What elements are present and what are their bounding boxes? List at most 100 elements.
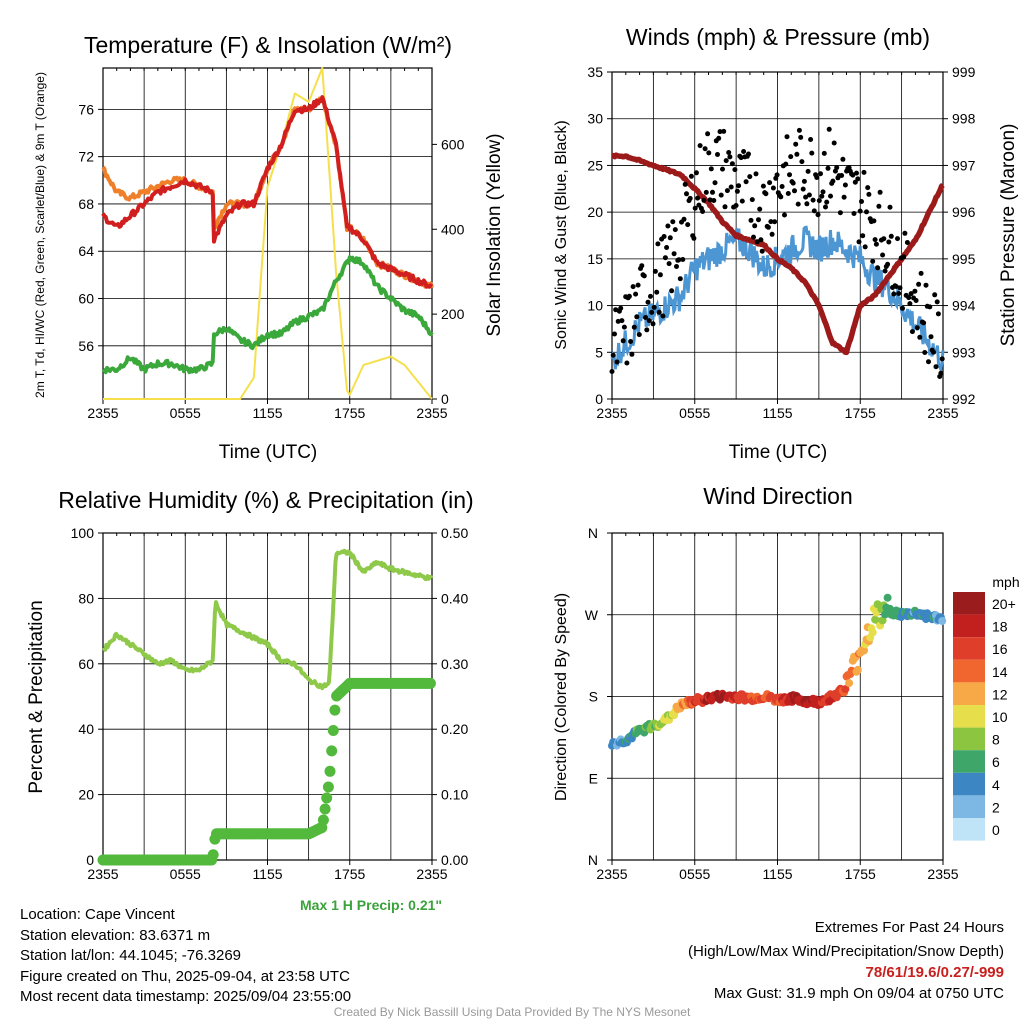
wind-gust-point [729, 161, 735, 167]
wind-ytick-label-right: 993 [952, 344, 976, 360]
rh-precip-point [324, 765, 336, 777]
wind-gust-point [695, 195, 701, 201]
wind-gust-point [830, 178, 836, 184]
wind-gust-point [782, 212, 787, 218]
wind-gust-point [814, 175, 820, 180]
wind-gust-point [644, 327, 650, 333]
wind-ytick-label-right: 998 [952, 111, 976, 127]
station-elevation: Station elevation: 83.6371 m [20, 926, 211, 944]
colorbar-swatch [953, 637, 985, 660]
rh-ytick-label: 0 [86, 852, 94, 868]
wind-gust-point [897, 285, 903, 291]
wind-gust-point [759, 248, 765, 254]
temp-ytick-label: 56 [78, 338, 94, 354]
wind-gust-point [842, 182, 848, 188]
wind-gust-point [746, 151, 751, 157]
dir-xtick-label: 2355 [927, 866, 958, 882]
wind-ytick-label: 25 [587, 157, 603, 173]
wind-gust-point [796, 127, 802, 133]
wind-gust-point [687, 195, 693, 201]
wind-ytick-label-right: 996 [952, 204, 976, 220]
wind-gust-point [816, 198, 822, 204]
wind-gust-point [643, 315, 648, 320]
wind-gust-point [881, 236, 887, 242]
wind-gust-point [741, 149, 747, 154]
wind-ytick-label: 35 [587, 64, 603, 80]
extremes-title: Extremes For Past 24 Hours [814, 919, 1004, 936]
wind-gust-point [875, 265, 881, 271]
wind-gust-point [693, 170, 699, 176]
wind-gust-point [872, 237, 878, 243]
wind-gust-point [840, 156, 846, 162]
wind-gust-point [721, 128, 727, 134]
wind-gust-point [747, 174, 753, 180]
colorbar-swatch [953, 592, 985, 615]
wind-gust-point [665, 223, 671, 229]
colorbar-swatch [953, 727, 985, 751]
wind-gust-point [912, 288, 918, 294]
wind-gust-point [787, 172, 792, 178]
wind-gust-point [680, 257, 686, 262]
rh-ytick-label: 60 [78, 656, 94, 672]
wind-gust-point [891, 291, 897, 297]
wind-ytick-label: 15 [587, 251, 603, 267]
wind-gust-point [733, 203, 739, 208]
wind-gust-point [909, 329, 915, 335]
temp-ylabel-left: 2m T, Td, HI/WC (Red, Green, Scarlet/Blu… [33, 72, 47, 398]
wind-gust-point [841, 194, 847, 200]
wind-gust-point [743, 179, 749, 185]
rh-ytick-label-right: 0.50 [441, 525, 468, 541]
wind-gust-point [895, 236, 900, 242]
extremes-panel: Extremes For Past 24 Hours (High/Low/Max… [688, 918, 1004, 1004]
wind-gust-point [866, 191, 872, 197]
temp-ytick-label: 68 [78, 196, 94, 212]
wind-gust-point [928, 334, 934, 340]
wind-gust-point [748, 217, 754, 223]
wind-gust-point [708, 166, 714, 172]
wind-gust-point [620, 338, 626, 344]
wind-ytick-label: 20 [587, 204, 603, 220]
wind-gust-point [636, 332, 642, 338]
wind-xtick-label: 2355 [596, 405, 627, 421]
wind-gust-point [857, 208, 863, 214]
rh-precip-point [327, 725, 339, 736]
wind-gust-point [756, 217, 761, 223]
temp-series-green [101, 255, 434, 375]
wind-gust-point [871, 218, 877, 224]
max-precip-label: Max 1 H Precip: 0.21" [300, 897, 443, 913]
wind-gust-point [609, 369, 615, 374]
temp-ytick-label: 76 [78, 101, 94, 117]
rh-precip-point [424, 677, 436, 689]
wind-gust-point [819, 193, 825, 199]
wind-gust-point [633, 291, 639, 297]
wind-gust-point [726, 150, 732, 155]
figure-created: Figure created on Thu, 2025-09-04, at 23… [20, 967, 350, 985]
wind-gust-point [639, 263, 645, 269]
colorbar-swatch [953, 614, 985, 638]
wind-gust-point [670, 219, 676, 225]
wind-gust-point [856, 239, 862, 245]
dir-xtick-label: 2355 [596, 866, 627, 882]
wind-gust-point [757, 206, 763, 212]
wind-gust-point [809, 150, 815, 156]
wind-gust-point [630, 284, 636, 290]
temp-series-yellow [103, 67, 433, 400]
wind-gust-point [634, 314, 640, 320]
wind-gust-point [676, 257, 682, 263]
wind-gust-point [685, 222, 691, 228]
wind-gust-point [861, 169, 867, 175]
rh-precip-point [321, 792, 333, 804]
wind-gust-point [703, 189, 709, 195]
wind-gust-point [860, 233, 866, 239]
dir-ylabel-left: Direction (Colored By Speed) [553, 593, 570, 801]
wind-gust-point [927, 304, 933, 310]
rh-ytick-label: 20 [78, 787, 94, 803]
temp-ytick-label-right: 200 [441, 306, 465, 322]
wind-gust-point [752, 223, 758, 229]
wind-gust-point [885, 261, 891, 267]
dir-xtick-label: 1155 [762, 866, 792, 882]
wind-gust-point [778, 194, 784, 200]
colorbar-level-label: 2 [992, 799, 1000, 815]
wind-gust-point [877, 189, 883, 195]
